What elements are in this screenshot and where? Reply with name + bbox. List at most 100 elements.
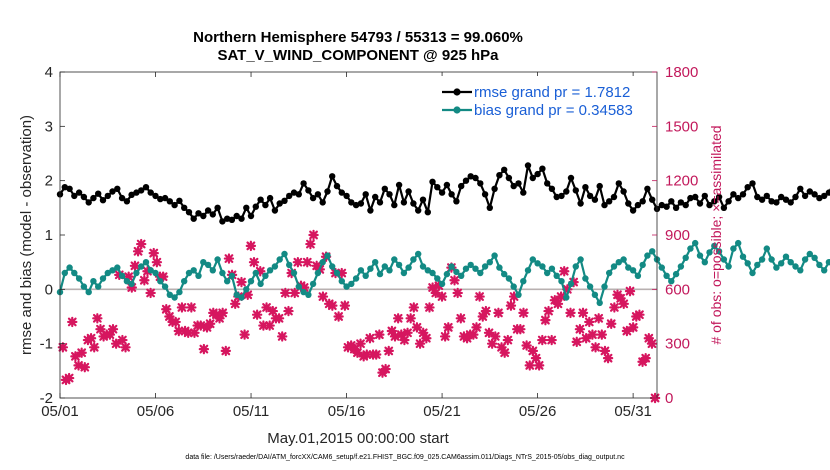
obs-cross-mark [480,305,492,317]
rmse-point [66,185,73,192]
obs-point [414,338,426,349]
obs-point [486,338,498,349]
legend-rmse-label: rmse grand pr = 1.7812 [474,84,630,101]
obs-point [189,327,200,338]
obs-cross-mark [533,360,545,371]
bias-point [152,269,159,277]
obs-cross-mark [57,342,69,353]
bias-point [782,253,790,260]
rmse-point [142,184,150,191]
obs-cross-mark [67,316,78,328]
rmse-point [529,174,536,182]
obs-point [405,313,416,324]
obs-cross-mark [508,291,520,302]
obs-point [298,282,310,293]
obs-cross-mark [483,327,495,338]
legend: rmse grand pr = 1.7812 bias grand pr = 0… [440,76,652,120]
obs-cross-mark [518,307,529,319]
obs-point [217,307,228,319]
obs-point [79,362,90,373]
obs-point [273,313,285,324]
obs-cross-mark [204,318,216,329]
bias-point [725,263,732,270]
obs-cross-mark [273,313,285,324]
rmse-point [801,192,809,200]
obs-cross-mark [499,347,510,358]
rmse-point [797,185,804,192]
y-tick-label: 4 [45,64,53,81]
obs-point [73,360,84,371]
obs-point [139,275,150,286]
rmse-point [610,193,618,201]
rmse-point [128,191,135,198]
obs-point [474,291,485,302]
bias-point [200,259,207,266]
obs-point [157,271,169,282]
y2-tick-label: 0 [665,390,673,407]
obs-point [389,331,401,342]
bias-point [372,259,379,266]
obs-point [533,360,545,371]
rmse-point [668,198,675,205]
obs-point [104,329,116,340]
obs-cross-mark [173,325,185,337]
obs-point [559,266,570,277]
rmse-point [157,195,164,203]
obs-point [245,240,257,252]
obs-cross-mark [126,282,138,293]
obs-point [584,316,595,328]
obs-cross-mark [248,256,260,268]
rmse-point [219,218,226,225]
bias-point [806,250,813,258]
obs-point [57,342,69,353]
rmse-point [324,188,331,195]
obs-cross-mark [305,238,316,250]
rmse-point [419,196,427,203]
rmse-point [515,180,522,187]
obs-point [261,302,272,313]
rmse-point [305,187,312,194]
obs-cross-mark [411,322,423,333]
obs-cross-mark [490,331,501,342]
obs-point [239,329,250,340]
obs-cross-mark [85,333,97,344]
y-tick-label: 3 [45,118,53,135]
bias-point [438,280,446,288]
obs-point [443,322,454,333]
obs-point [480,305,492,317]
bias-point [663,272,670,279]
rmse-point [582,184,589,191]
obs-cross-mark [220,345,232,357]
bias-point [448,263,455,270]
bias-point [391,256,398,263]
rmse-point [228,216,236,223]
obs-point [145,287,156,299]
rmse-point [233,212,240,220]
obs-cross-mark [555,291,567,302]
obs-point [402,327,413,338]
bias-point [649,248,656,255]
obs-point [110,338,122,349]
bias-point [324,252,331,259]
bias-point [821,267,828,274]
bias-point [586,283,594,290]
obs-point [477,311,488,322]
obs-cross-mark [615,293,626,304]
rmse-point [214,204,221,211]
bias-point [548,265,556,272]
rmse-point [629,207,637,214]
obs-point [396,329,407,340]
obs-cross-mark [298,282,310,293]
bias-point [386,267,393,274]
rmse-point [372,193,379,201]
bias-point [539,263,546,270]
obs-point [132,246,144,257]
obs-point [336,267,347,279]
chart-title-line2: SAT_V_WIND_COMPONENT @ 925 hPa [217,47,499,64]
y2-tick-label: 900 [665,227,690,244]
rmse-point [271,207,279,214]
bias-point [233,291,240,298]
rmse-point [787,199,794,206]
rmse-point [262,201,269,209]
rmse-point [806,188,813,195]
